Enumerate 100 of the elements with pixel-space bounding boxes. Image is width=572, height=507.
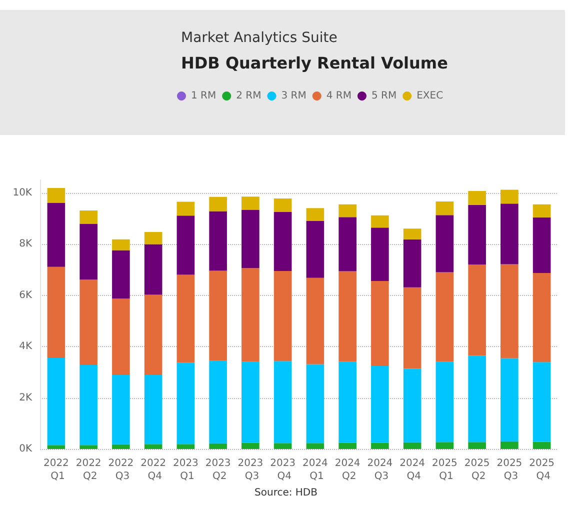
bar bbox=[500, 190, 518, 204]
bar bbox=[500, 358, 518, 442]
bar bbox=[338, 271, 356, 362]
bar bbox=[47, 202, 66, 267]
bar bbox=[274, 198, 292, 212]
bar bbox=[274, 361, 292, 444]
y-tick-label: 6K bbox=[19, 290, 32, 301]
bar bbox=[306, 220, 324, 278]
bar bbox=[468, 204, 486, 265]
bar bbox=[532, 204, 551, 218]
bar bbox=[436, 215, 454, 272]
bar bbox=[209, 211, 227, 271]
bar bbox=[176, 202, 195, 216]
x-tick-label: 2022 Q4 bbox=[140, 458, 166, 482]
chart-subtitle: Market Analytics Suite bbox=[181, 30, 338, 46]
bar bbox=[468, 442, 486, 449]
bar bbox=[144, 244, 162, 295]
bar bbox=[436, 442, 454, 449]
x-tick-label: 2025 Q4 bbox=[529, 458, 555, 482]
bar bbox=[403, 442, 422, 449]
bar bbox=[338, 362, 356, 443]
bar bbox=[274, 270, 292, 362]
x-tick-label: 2023 Q1 bbox=[172, 458, 198, 482]
bar bbox=[371, 366, 389, 443]
x-tick-label: 2025 Q3 bbox=[496, 458, 522, 482]
bar bbox=[371, 280, 389, 366]
bar bbox=[209, 443, 227, 449]
x-tick-label: 2024 Q1 bbox=[302, 458, 328, 482]
bar bbox=[306, 364, 324, 444]
legend-label: 3 RM bbox=[281, 90, 306, 102]
bar bbox=[371, 442, 389, 449]
bar bbox=[274, 443, 292, 449]
bar bbox=[176, 274, 195, 363]
bar bbox=[242, 362, 260, 443]
bar bbox=[532, 442, 551, 449]
bar bbox=[80, 445, 98, 449]
bar bbox=[47, 358, 66, 446]
y-tick-label: 4K bbox=[19, 341, 32, 352]
x-tick-label: 2024 Q4 bbox=[400, 458, 426, 482]
legend-label: 1 RM bbox=[191, 90, 216, 102]
bar bbox=[112, 444, 130, 449]
bar bbox=[274, 212, 292, 271]
bar bbox=[47, 266, 66, 358]
bar bbox=[500, 441, 518, 449]
bar bbox=[144, 294, 162, 375]
bar bbox=[176, 362, 195, 444]
x-tick-label: 2025 Q1 bbox=[432, 458, 458, 482]
bar bbox=[80, 364, 98, 446]
y-tick-label: 8K bbox=[19, 238, 32, 250]
bar bbox=[468, 264, 486, 356]
bar bbox=[371, 215, 389, 228]
bar bbox=[468, 191, 486, 205]
x-tick-label: 2024 Q3 bbox=[367, 458, 393, 482]
bar bbox=[209, 196, 227, 212]
x-tick-label: 2022 Q1 bbox=[43, 458, 69, 482]
bar bbox=[436, 202, 454, 216]
bar bbox=[209, 360, 227, 444]
bar bbox=[242, 268, 260, 362]
bar bbox=[338, 204, 356, 218]
bar bbox=[80, 210, 98, 224]
bar bbox=[338, 442, 356, 449]
bar bbox=[112, 374, 130, 444]
bar bbox=[144, 374, 162, 444]
bar bbox=[500, 264, 518, 358]
legend-label: EXEC bbox=[416, 90, 444, 102]
x-tick-label: 2023 Q4 bbox=[270, 458, 296, 482]
bar bbox=[176, 216, 195, 275]
legend-label: 4 RM bbox=[326, 90, 352, 102]
bar bbox=[242, 210, 260, 268]
bar bbox=[403, 368, 422, 442]
x-tick-label: 2025 Q2 bbox=[464, 458, 490, 482]
y-tick-label: 0K bbox=[19, 444, 32, 454]
legend-label: 2 RM bbox=[236, 90, 262, 102]
x-tick-label: 2023 Q2 bbox=[205, 458, 231, 482]
bar bbox=[500, 204, 518, 264]
bar bbox=[176, 444, 195, 449]
bar bbox=[47, 445, 66, 449]
bar bbox=[47, 188, 66, 203]
bar bbox=[532, 362, 551, 442]
bar bbox=[112, 250, 130, 299]
chart-title: HDB Quarterly Rental Volume bbox=[181, 54, 448, 72]
bar bbox=[306, 443, 324, 449]
bar bbox=[209, 270, 227, 361]
bar bbox=[436, 362, 454, 442]
bar bbox=[436, 272, 454, 362]
y-tick-label: 10K bbox=[12, 187, 32, 198]
bar bbox=[371, 228, 389, 281]
bar bbox=[80, 280, 98, 365]
legend-label: 5 RM bbox=[371, 90, 397, 102]
bar bbox=[306, 278, 324, 364]
bar bbox=[403, 287, 422, 369]
y-tick-label: 2K bbox=[19, 392, 32, 404]
bar bbox=[242, 442, 260, 449]
bar bbox=[144, 444, 162, 449]
x-tick-label: 2023 Q3 bbox=[238, 458, 264, 482]
bar bbox=[403, 228, 422, 240]
bar bbox=[306, 208, 324, 221]
x-tick-label: 2022 Q3 bbox=[108, 458, 134, 482]
bar bbox=[144, 232, 162, 244]
bar bbox=[80, 224, 98, 280]
